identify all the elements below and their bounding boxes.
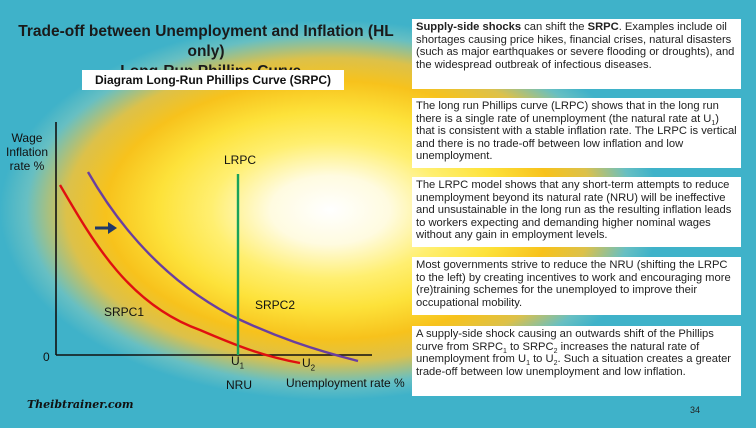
box5-sub-2: 2: [553, 347, 558, 355]
box1-bold-1: Supply-side shocks: [416, 21, 522, 33]
u2-label: U2: [302, 356, 315, 372]
text-box-lrpc-definition: The long run Phillips curve (LRPC) shows…: [412, 98, 741, 168]
box5-sub-4: 2: [553, 360, 558, 368]
box3-text: The LRPC model shows that any short-term…: [416, 179, 732, 242]
box5-sub-1: 1: [503, 347, 507, 355]
box2-text-1: The long run Phillips curve (LRPC) shows…: [416, 100, 719, 125]
box5-text-3: increases the natural rate of unemployme…: [416, 340, 700, 366]
page-number: 34: [690, 405, 701, 415]
srpc1-label: SRPC1: [104, 305, 145, 319]
text-box-supply-shocks: Supply-side shocks can shift the SRPC. E…: [412, 19, 741, 89]
box5-text-5: . Such a situation creates a greater tra…: [416, 353, 732, 378]
y-axis-label: Wage Inflation rate %: [5, 131, 49, 173]
box5-text-1: A supply-side shock causing an outwards …: [416, 328, 714, 353]
text-box-lrpc-model: The LRPC model shows that any short-term…: [412, 177, 741, 247]
lrpc-label: LRPC: [224, 153, 257, 167]
title-line-1: Trade-off between Unemployment and Infla…: [18, 23, 394, 60]
shift-arrow-icon: [95, 222, 117, 234]
u2-letter: U: [302, 356, 311, 370]
srpc2-curve: [86, 171, 359, 363]
box5-text-2: to SRPC: [506, 340, 554, 353]
origin-label: 0: [43, 350, 50, 364]
srpc1-curve: [58, 184, 301, 365]
u1-subscript: 1: [239, 361, 245, 371]
nru-label: NRU: [226, 378, 252, 392]
text-box-reduce-nru: Most governments strive to reduce the NR…: [412, 257, 741, 315]
u1-letter: U: [231, 354, 240, 368]
box5-text-4: to U: [529, 353, 554, 366]
x-axis-label: Unemployment rate %: [286, 376, 405, 390]
box2-sub-1: 1: [711, 119, 716, 127]
box5-sub-3: 1: [526, 360, 530, 368]
box4-text: Most governments strive to reduce the NR…: [416, 259, 731, 309]
u2-subscript: 2: [310, 363, 316, 373]
box1-text-1: can shift the: [521, 21, 588, 33]
u1-label: U1: [231, 354, 244, 370]
diagram-label: Diagram Long-Run Phillips Curve (SRPC): [82, 70, 344, 90]
site-logo: Theibtrainer.com: [27, 398, 134, 411]
box2-text-2: ) that is consistent with a stable infla…: [416, 112, 737, 163]
srpc2-label: SRPC2: [255, 298, 296, 312]
text-box-supply-shock-shift: A supply-side shock causing an outwards …: [412, 326, 741, 396]
box1-bold-2: SRPC: [587, 21, 619, 33]
box1-text-2: . Examples include oil shortages causing…: [416, 21, 735, 71]
